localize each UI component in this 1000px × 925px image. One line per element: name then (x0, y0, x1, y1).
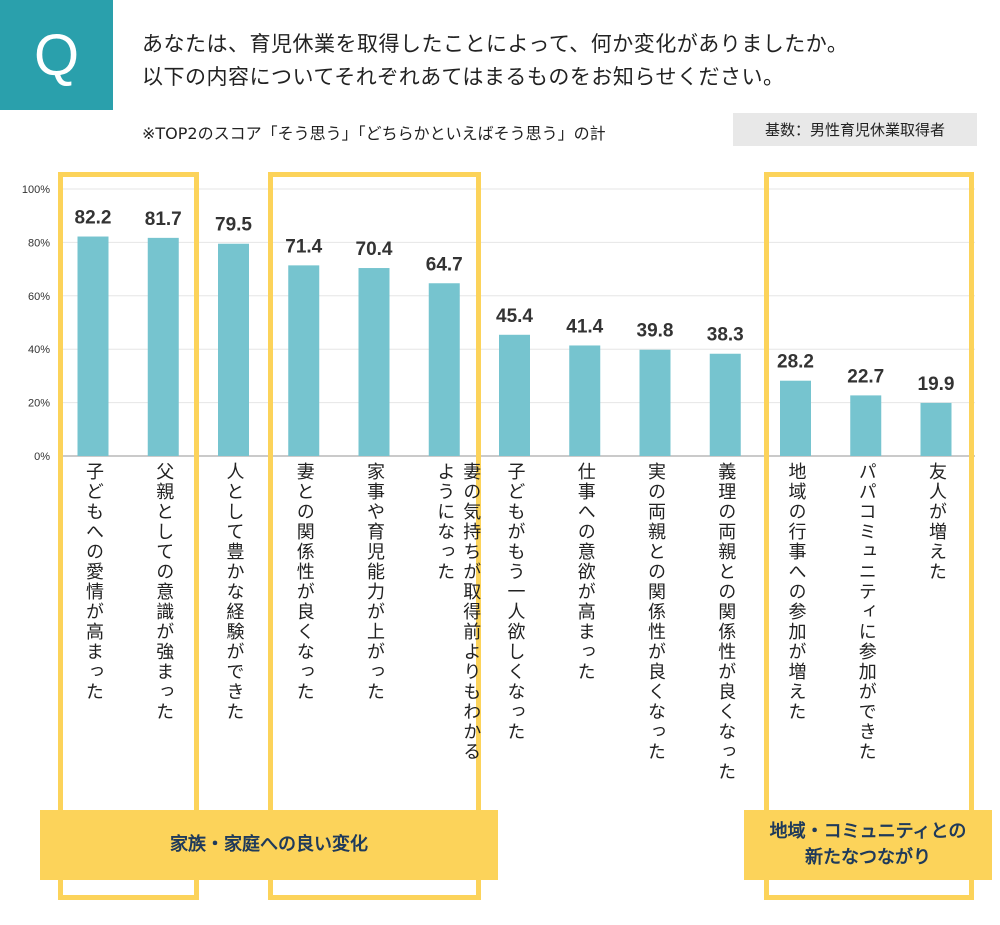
data-label: 71.4 (285, 236, 322, 257)
bar (218, 243, 249, 456)
category-label: 人として豊かな経験ができた (223, 462, 245, 722)
category-label: 子どもへの愛情が高まった (83, 462, 104, 702)
group-box-community (764, 172, 974, 900)
community-group-banner: 地域・コミュニティとの 新たなつながり (744, 810, 992, 880)
data-label: 82.2 (75, 208, 112, 229)
q-icon: Q (0, 0, 113, 110)
category-label: 妻との関係性が良くなった (293, 462, 315, 702)
category-label: パパコミュニティに参加ができた (855, 462, 877, 762)
bar (288, 265, 320, 456)
y-tick-label: 80% (28, 237, 50, 249)
y-tick-label: 40% (28, 344, 50, 356)
category-label: 子どもがもう一人欲しくなった (504, 462, 526, 742)
data-label: 45.4 (496, 306, 533, 327)
bar (850, 395, 882, 456)
family-group-banner: 家族・家庭への良い変化 (40, 810, 498, 880)
data-label: 39.8 (637, 321, 674, 342)
category-label: 仕事への意欲が高まった (574, 462, 596, 682)
bar (920, 402, 952, 456)
bar (147, 237, 179, 456)
y-tick-label: 100% (22, 184, 50, 196)
category-label: 義理の両親との関係性が良くなった (715, 462, 737, 782)
bar (569, 345, 601, 456)
data-label: 41.4 (566, 316, 603, 337)
category-label: 地域の行事への参加が増えた (785, 462, 807, 722)
data-label: 64.7 (426, 254, 463, 275)
question-line-2: 以下の内容についてそれぞれあてはまるものをお知らせください。 (142, 65, 785, 89)
y-tick-label: 60% (28, 291, 50, 303)
bar (428, 283, 460, 456)
data-label: 79.5 (215, 215, 252, 236)
bar (499, 334, 530, 456)
category-label: 家事や育児能力が上がった (364, 462, 385, 702)
category-label: 妻の気持ちが取得前よりもわかる ようになった (434, 462, 482, 762)
score-note: ※TOP2のスコア「そう思う」「どちらかといえばそう思う」の計 (142, 124, 606, 143)
category-label: 実の両親との関係性が良くなった (645, 462, 666, 762)
base-label: 基数：男性育児休業取得者 (733, 113, 977, 146)
y-tick-label: 0% (34, 451, 50, 463)
bar (709, 353, 741, 456)
question-line-1: あなたは、育児休業を取得したことによって、何か変化がありましたか。 (142, 32, 849, 56)
category-label: 友人が増えた (926, 462, 947, 582)
question-text: あなたは、育児休業を取得したことによって、何か変化がありましたか。 以下の内容に… (142, 28, 848, 94)
bar (358, 268, 390, 456)
bar (639, 349, 671, 456)
data-label: 28.2 (777, 352, 814, 373)
data-label: 81.7 (145, 209, 182, 230)
category-label: 父親としての意識が強まった (153, 462, 175, 722)
y-tick-label: 20% (28, 398, 50, 410)
bar (780, 380, 811, 456)
data-label: 70.4 (356, 239, 393, 260)
data-label: 19.9 (918, 374, 955, 395)
group-box-family-2 (268, 172, 481, 900)
data-label: 38.3 (707, 325, 744, 346)
data-label: 22.7 (847, 366, 884, 387)
bar (77, 236, 109, 456)
group-box-family-1 (58, 172, 199, 900)
